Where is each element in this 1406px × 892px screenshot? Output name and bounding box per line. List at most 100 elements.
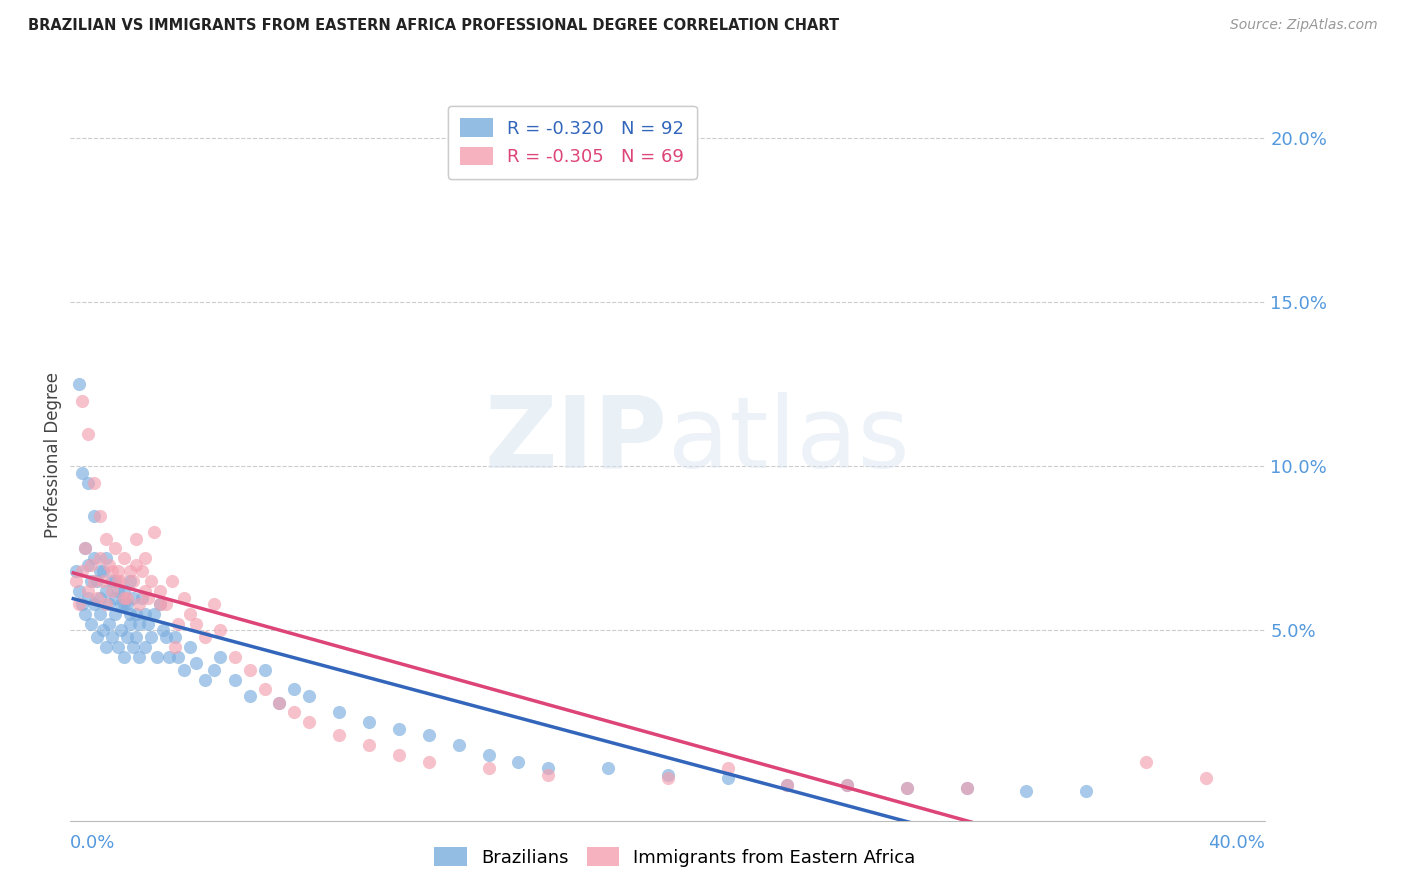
Point (134, 607, 156, 621)
Point (956, 780, 979, 795)
Point (418, 755, 440, 769)
Point (110, 597, 132, 611)
Point (155, 630, 177, 644)
Point (184, 656, 207, 670)
Point (328, 728, 350, 742)
Point (86, 574, 108, 589)
Point (166, 649, 188, 664)
Point (1076, 784, 1098, 798)
Point (837, 778, 859, 792)
Point (224, 649, 246, 664)
Point (101, 630, 124, 644)
Point (173, 591, 195, 605)
Point (224, 673, 246, 687)
Point (86, 630, 108, 644)
Point (717, 771, 740, 785)
Point (1195, 771, 1218, 785)
Point (91, 624, 114, 638)
Point (98, 597, 121, 611)
Point (122, 574, 145, 589)
Point (359, 715, 381, 730)
Point (125, 607, 148, 621)
Point (70, 597, 93, 611)
Point (107, 574, 129, 589)
Point (101, 584, 124, 599)
Text: atlas: atlas (668, 392, 910, 489)
Point (149, 597, 172, 611)
Point (112, 551, 135, 566)
Point (184, 616, 207, 631)
Point (96, 532, 118, 546)
Point (83, 475, 105, 490)
Point (157, 649, 180, 664)
Point (179, 607, 201, 621)
Point (179, 640, 201, 654)
Point (388, 747, 411, 762)
Point (104, 607, 127, 621)
Point (776, 778, 799, 792)
Point (115, 591, 138, 605)
Point (122, 640, 145, 654)
Point (134, 584, 156, 599)
Point (239, 689, 262, 703)
Point (67, 597, 90, 611)
Point (388, 722, 411, 736)
Point (283, 682, 305, 697)
Point (83, 508, 105, 523)
Text: BRAZILIAN VS IMMIGRANTS FROM EASTERN AFRICA PROFESSIONAL DEGREE CORRELATION CHAR: BRAZILIAN VS IMMIGRANTS FROM EASTERN AFR… (28, 18, 839, 33)
Point (173, 663, 195, 677)
Y-axis label: Professional Degree: Professional Degree (44, 372, 62, 538)
Text: 0.0%: 0.0% (70, 834, 115, 852)
Point (143, 607, 166, 621)
Point (136, 591, 159, 605)
Point (86, 591, 108, 605)
Point (202, 597, 225, 611)
Point (146, 649, 169, 664)
Point (98, 616, 121, 631)
Point (75, 541, 97, 556)
Point (717, 761, 740, 775)
Point (80, 574, 103, 589)
Point (202, 663, 225, 677)
Point (115, 630, 138, 644)
Point (152, 624, 174, 638)
Point (776, 778, 799, 792)
Point (83, 597, 105, 611)
Point (359, 738, 381, 752)
Point (89, 591, 111, 605)
Point (163, 630, 186, 644)
Point (112, 591, 135, 605)
Text: ZIP: ZIP (485, 392, 668, 489)
Legend: Brazilians, Immigrants from Eastern Africa: Brazilians, Immigrants from Eastern Afri… (427, 840, 922, 874)
Point (328, 706, 350, 720)
Point (128, 649, 150, 664)
Point (537, 761, 560, 775)
Point (194, 673, 217, 687)
Point (120, 616, 141, 631)
Point (91, 565, 114, 579)
Point (896, 780, 918, 795)
Point (101, 565, 124, 579)
Point (70, 565, 93, 579)
Point (89, 565, 111, 579)
Point (149, 597, 172, 611)
Point (83, 551, 105, 566)
Point (107, 640, 129, 654)
Point (75, 541, 97, 556)
Point (1015, 784, 1038, 798)
Point (537, 768, 560, 782)
Point (120, 565, 141, 579)
Point (657, 768, 679, 782)
Point (598, 761, 620, 775)
Point (131, 591, 153, 605)
Point (110, 624, 132, 638)
Point (155, 597, 177, 611)
Point (107, 565, 129, 579)
Point (269, 696, 291, 710)
Point (208, 624, 231, 638)
Point (131, 565, 153, 579)
Point (75, 607, 97, 621)
Point (253, 663, 276, 677)
Point (136, 616, 159, 631)
Legend: R = -0.320   N = 92, R = -0.305   N = 69: R = -0.320 N = 92, R = -0.305 N = 69 (447, 105, 697, 178)
